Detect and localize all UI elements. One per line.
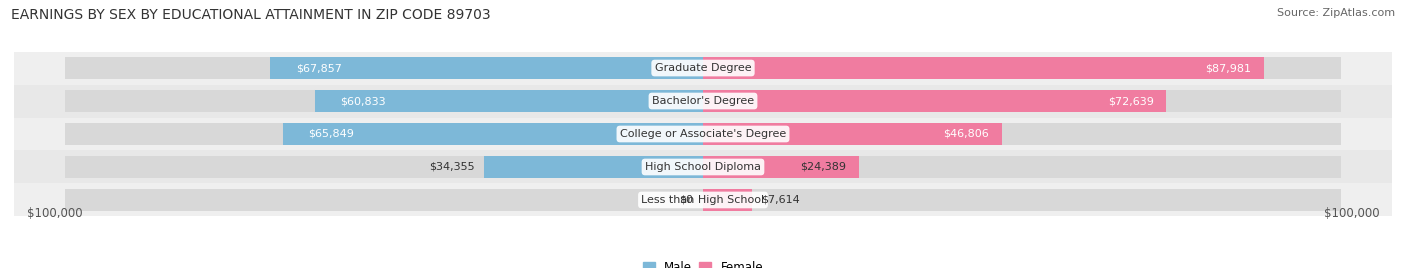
Text: $87,981: $87,981 xyxy=(1205,63,1251,73)
Bar xyxy=(65,156,1341,178)
Bar xyxy=(703,90,1167,112)
Legend: Male, Female: Male, Female xyxy=(643,261,763,268)
Text: Graduate Degree: Graduate Degree xyxy=(655,63,751,73)
Text: Bachelor's Degree: Bachelor's Degree xyxy=(652,96,754,106)
Text: $72,639: $72,639 xyxy=(1108,96,1153,106)
Text: College or Associate's Degree: College or Associate's Degree xyxy=(620,129,786,139)
Text: $100,000: $100,000 xyxy=(1323,207,1379,220)
Text: Less than High School: Less than High School xyxy=(641,195,765,205)
Bar xyxy=(703,123,1001,145)
Text: EARNINGS BY SEX BY EDUCATIONAL ATTAINMENT IN ZIP CODE 89703: EARNINGS BY SEX BY EDUCATIONAL ATTAINMEN… xyxy=(11,8,491,22)
Text: $0: $0 xyxy=(679,195,693,205)
Bar xyxy=(65,189,1341,211)
Text: $24,389: $24,389 xyxy=(800,162,846,172)
Bar xyxy=(14,151,1392,184)
Text: $60,833: $60,833 xyxy=(340,96,387,106)
Bar xyxy=(703,189,752,211)
Text: $67,857: $67,857 xyxy=(295,63,342,73)
Bar xyxy=(65,90,1341,112)
Text: $46,806: $46,806 xyxy=(943,129,988,139)
Bar xyxy=(65,57,1341,79)
Bar xyxy=(703,57,1264,79)
Text: $7,614: $7,614 xyxy=(761,195,800,205)
Text: High School Diploma: High School Diploma xyxy=(645,162,761,172)
Text: $100,000: $100,000 xyxy=(27,207,83,220)
Text: Source: ZipAtlas.com: Source: ZipAtlas.com xyxy=(1277,8,1395,18)
Bar xyxy=(270,57,703,79)
Text: $34,355: $34,355 xyxy=(429,162,474,172)
Bar xyxy=(65,123,1341,145)
Bar xyxy=(484,156,703,178)
Text: $65,849: $65,849 xyxy=(308,129,354,139)
Bar xyxy=(14,84,1392,117)
Bar xyxy=(14,51,1392,84)
Bar xyxy=(283,123,703,145)
Bar xyxy=(315,90,703,112)
Bar xyxy=(14,184,1392,217)
Bar xyxy=(703,156,859,178)
Bar xyxy=(14,117,1392,151)
